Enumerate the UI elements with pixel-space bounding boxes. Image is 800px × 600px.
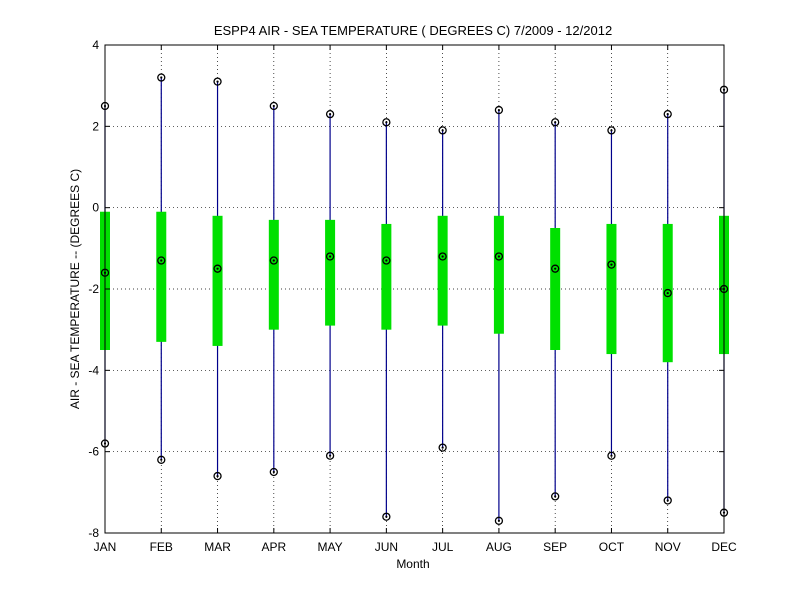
- x-tick-label: AUG: [486, 540, 512, 554]
- x-tick-label: SEP: [543, 540, 567, 554]
- x-tick-label: OCT: [599, 540, 625, 554]
- max-marker: [157, 73, 166, 82]
- iqr-box: [493, 215, 504, 334]
- chart-title: ESPP4 AIR - SEA TEMPERATURE ( DEGREES C)…: [214, 23, 612, 38]
- y-tick-label: -4: [88, 363, 99, 377]
- markers: [100, 73, 729, 525]
- median-marker: [382, 256, 391, 265]
- median-marker: [325, 252, 335, 261]
- iqr-box: [268, 219, 279, 330]
- median-marker: [438, 252, 447, 261]
- iqr-box: [381, 223, 392, 330]
- min-marker: [438, 443, 447, 452]
- y-axis-label: AIR - SEA TEMPERATURE -- (DEGREES C): [68, 169, 82, 409]
- iqr-box: [325, 219, 336, 326]
- min-marker: [551, 492, 560, 501]
- max-marker: [213, 77, 222, 86]
- max-marker: [382, 118, 391, 127]
- x-tick-label: JAN: [94, 540, 117, 554]
- x-tick-label: MAY: [318, 540, 343, 554]
- x-tick-label: DEC: [711, 540, 737, 554]
- median-marker: [213, 264, 222, 273]
- max-marker: [325, 109, 335, 119]
- max-marker: [607, 126, 616, 135]
- median-marker: [157, 256, 166, 265]
- x-axis-ticks: JAN FEB MAR APR MAY JUN JUL AUG SEP OCT NOV DEC: [94, 45, 737, 554]
- max-marker: [494, 105, 504, 115]
- min-marker: [607, 451, 616, 460]
- x-axis-label: Month: [396, 557, 429, 571]
- median-marker: [663, 288, 672, 298]
- min-marker: [663, 496, 672, 505]
- min-marker: [213, 471, 222, 481]
- min-marker: [494, 516, 504, 525]
- median-marker: [494, 252, 504, 261]
- y-tick-label: -6: [88, 445, 99, 459]
- y-tick-label: -2: [88, 282, 99, 296]
- min-marker: [325, 451, 335, 460]
- max-marker: [269, 101, 278, 111]
- y-tick-label: 2: [92, 119, 99, 133]
- whiskers: [104, 77, 725, 521]
- median-marker: [269, 256, 278, 265]
- x-tick-label: JUN: [375, 540, 398, 554]
- x-tick-label: MAR: [204, 540, 231, 554]
- median-marker: [607, 260, 616, 269]
- y-tick-label: 4: [92, 38, 99, 52]
- min-marker: [157, 455, 166, 464]
- x-tick-label: FEB: [150, 540, 173, 554]
- max-marker: [438, 126, 447, 135]
- min-marker: [382, 512, 391, 521]
- iqr-box: [437, 215, 448, 326]
- iqr-box: [550, 228, 561, 350]
- boxes: [100, 211, 729, 363]
- max-marker: [551, 118, 560, 127]
- max-marker: [663, 109, 672, 119]
- median-marker: [551, 264, 560, 273]
- iqr-box: [156, 211, 167, 342]
- grid: [105, 45, 724, 533]
- y-axis-ticks: -8 -6 -4 -2 0 2 4: [88, 38, 724, 540]
- iqr-box: [606, 223, 617, 355]
- x-tick-label: NOV: [655, 540, 681, 554]
- x-tick-label: JUL: [432, 540, 454, 554]
- y-tick-label: -8: [88, 526, 99, 540]
- min-marker: [269, 467, 278, 477]
- y-tick-label: 0: [92, 201, 99, 215]
- x-tick-label: APR: [261, 540, 286, 554]
- iqr-box: [212, 215, 223, 346]
